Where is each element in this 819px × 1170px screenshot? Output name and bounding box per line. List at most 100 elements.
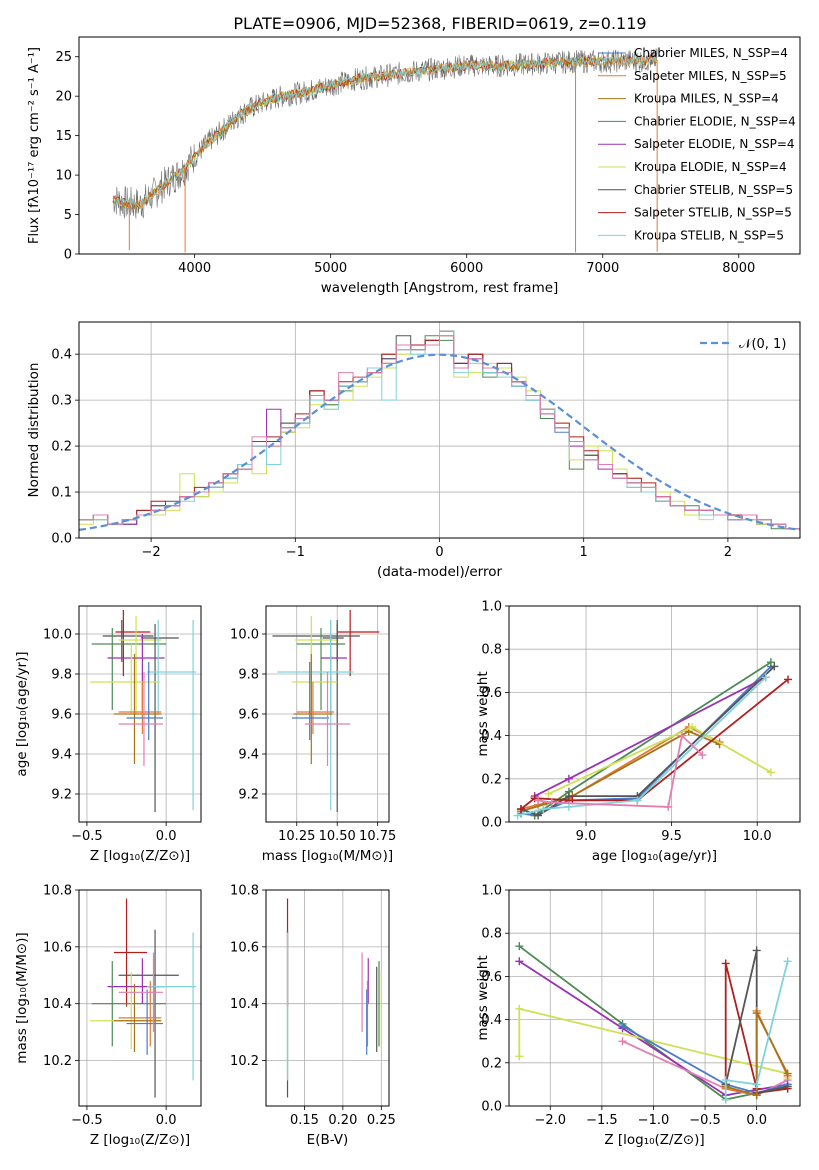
panel-5: 9.0 9.5 10.0 0.0 0.2 0.4 0.6 0.8 1.0 age [log₁₀(a… — [475, 600, 801, 864]
y-tick-label: 0.4 — [481, 729, 502, 744]
weight-point — [783, 1069, 792, 1078]
weight-point — [698, 751, 707, 760]
weight-point — [752, 946, 761, 955]
x-tick-label: −0.5 — [71, 829, 103, 844]
axes-frame — [508, 605, 801, 823]
y-tick-label: 0.4 — [51, 348, 72, 363]
y-tick-label: 0.2 — [51, 440, 72, 455]
panel-2: −2 −1 0 1 2 0.0 0.1 0.2 0.3 0.4 (data-model)/error… — [26, 321, 801, 580]
legend-label: Salpeter STELIB, N_SSP=5 — [634, 206, 792, 220]
x-tick-label: −1.0 — [638, 1113, 670, 1128]
weight-line — [622, 1025, 788, 1094]
legend-label: Chabrier MILES, N_SSP=4 — [634, 46, 788, 60]
weight-point — [515, 1052, 524, 1061]
x-tick-label: 7000 — [586, 261, 619, 276]
y-tick-label: 15 — [55, 129, 72, 144]
x-tick-label: 9.0 — [576, 829, 597, 844]
axes-frame — [78, 36, 801, 255]
x-tick-label: 2 — [724, 545, 732, 560]
y-tick-label: 0.0 — [51, 532, 72, 547]
panel-6: −0.5 0.0 10.2 10.4 10.6 10.8 Z [log₁₀(Z/Z⊙)] ma… — [14, 884, 202, 1148]
x-tick-label: 8000 — [722, 261, 755, 276]
weight-line — [725, 1012, 789, 1097]
y-tick-label: 10.8 — [230, 884, 259, 899]
x-tick-label: 0.25 — [367, 1113, 396, 1128]
weight-point — [515, 1004, 524, 1013]
x-tick-label: 0.0 — [156, 1113, 177, 1128]
x-tick-label: 5000 — [314, 261, 347, 276]
y-tick-label: 0.8 — [481, 927, 502, 942]
weight-point — [564, 802, 573, 811]
panel-4: 10.25 10.50 10.75 9.2 9.4 9.6 9.8 10.0 mass [log… — [230, 605, 396, 864]
y-tick-label: 10.0 — [230, 628, 259, 643]
y-tick-label: 9.2 — [51, 788, 72, 803]
spectrum-line — [112, 55, 657, 210]
y-tick-label: 0 — [64, 248, 72, 263]
weight-point — [539, 805, 548, 814]
x-tick-label: 6000 — [450, 261, 483, 276]
axes-frame — [265, 889, 390, 1107]
spectrum-line — [112, 48, 658, 219]
legend-label: Salpeter MILES, N_SSP=5 — [634, 69, 787, 83]
y-tick-label: 10.0 — [43, 628, 72, 643]
y-tick-label: 10 — [55, 169, 72, 184]
y-tick-label: 0.0 — [481, 1100, 502, 1115]
axes-frame — [265, 605, 390, 823]
weight-point — [664, 802, 673, 811]
x-tick-label: 10.0 — [743, 829, 772, 844]
panels: 4000 5000 6000 7000 80000510152025wavelength… — [14, 36, 801, 1148]
x-tick-label: −0.5 — [71, 1113, 103, 1128]
legend-label: 𝒩(0, 1) — [739, 337, 786, 352]
y-tick-label: 10.6 — [43, 940, 72, 955]
weight-point — [783, 1082, 792, 1091]
y-tick-label: 0.4 — [481, 1013, 502, 1028]
x-tick-label: −0.5 — [689, 1113, 721, 1128]
x-axis-label: age [log₁₀(age/yr)] — [592, 848, 717, 864]
legend-label: Kroupa ELODIE, N_SSP=4 — [634, 160, 787, 174]
weight-point — [752, 1009, 761, 1018]
panel-3: −0.5 0.0 9.2 9.4 9.6 9.8 10.0 Z [log₁₀(Z/Z⊙)] ag… — [14, 605, 202, 864]
y-tick-label: 0.2 — [481, 1056, 502, 1071]
x-tick-label: 1 — [580, 545, 588, 560]
weight-point — [766, 658, 775, 667]
x-axis-label: wavelength [Angstrom, rest frame] — [321, 280, 559, 296]
weight-point — [515, 942, 524, 951]
y-tick-label: 10.8 — [43, 884, 72, 899]
axes-frame — [78, 321, 801, 539]
y-tick-label: 0.1 — [51, 486, 72, 501]
y-tick-label: 25 — [55, 50, 72, 65]
weight-point — [513, 811, 522, 820]
x-tick-label: 4000 — [178, 261, 211, 276]
x-tick-label: 0.0 — [746, 1113, 767, 1128]
x-axis-label: (data-model)/error — [377, 564, 503, 580]
legend-label: Kroupa MILES, N_SSP=4 — [634, 92, 779, 106]
x-axis-label: Z [log₁₀(Z/Z⊙)] — [90, 1132, 190, 1148]
weight-line — [724, 961, 789, 1100]
y-tick-label: 10.4 — [230, 997, 259, 1012]
normal-curve — [79, 353, 800, 531]
y-tick-label: 10.2 — [43, 1054, 72, 1069]
x-tick-label: −1.5 — [586, 1113, 618, 1128]
weight-point — [618, 1022, 627, 1031]
x-axis-label: Z [log₁₀(Z/Z⊙)] — [90, 848, 190, 864]
weight-point — [783, 957, 792, 966]
figure-title: PLATE=0906, MJD=52368, FIBERID=0619, z=0… — [233, 14, 646, 33]
spectrum-line — [112, 54, 658, 209]
axes-frame — [78, 605, 202, 823]
weight-point — [766, 768, 775, 777]
weight-point — [677, 731, 686, 740]
x-tick-label: −1 — [286, 545, 305, 560]
x-tick-label: 0.15 — [290, 1113, 319, 1128]
y-tick-label: 1.0 — [481, 884, 502, 899]
weight-point — [721, 1076, 730, 1085]
x-axis-label: Z [log₁₀(Z/Z⊙)] — [604, 1132, 704, 1148]
legend-label: Salpeter ELODIE, N_SSP=4 — [634, 137, 795, 151]
axes-frame — [78, 889, 202, 1107]
y-tick-label: 0.2 — [481, 772, 502, 787]
x-tick-label: 0 — [435, 545, 443, 560]
legend-label: Chabrier ELODIE, N_SSP=4 — [634, 114, 796, 128]
y-axis-label: age [log₁₀(age/yr)] — [14, 651, 30, 776]
y-axis-label: Normed distribution — [26, 363, 42, 498]
